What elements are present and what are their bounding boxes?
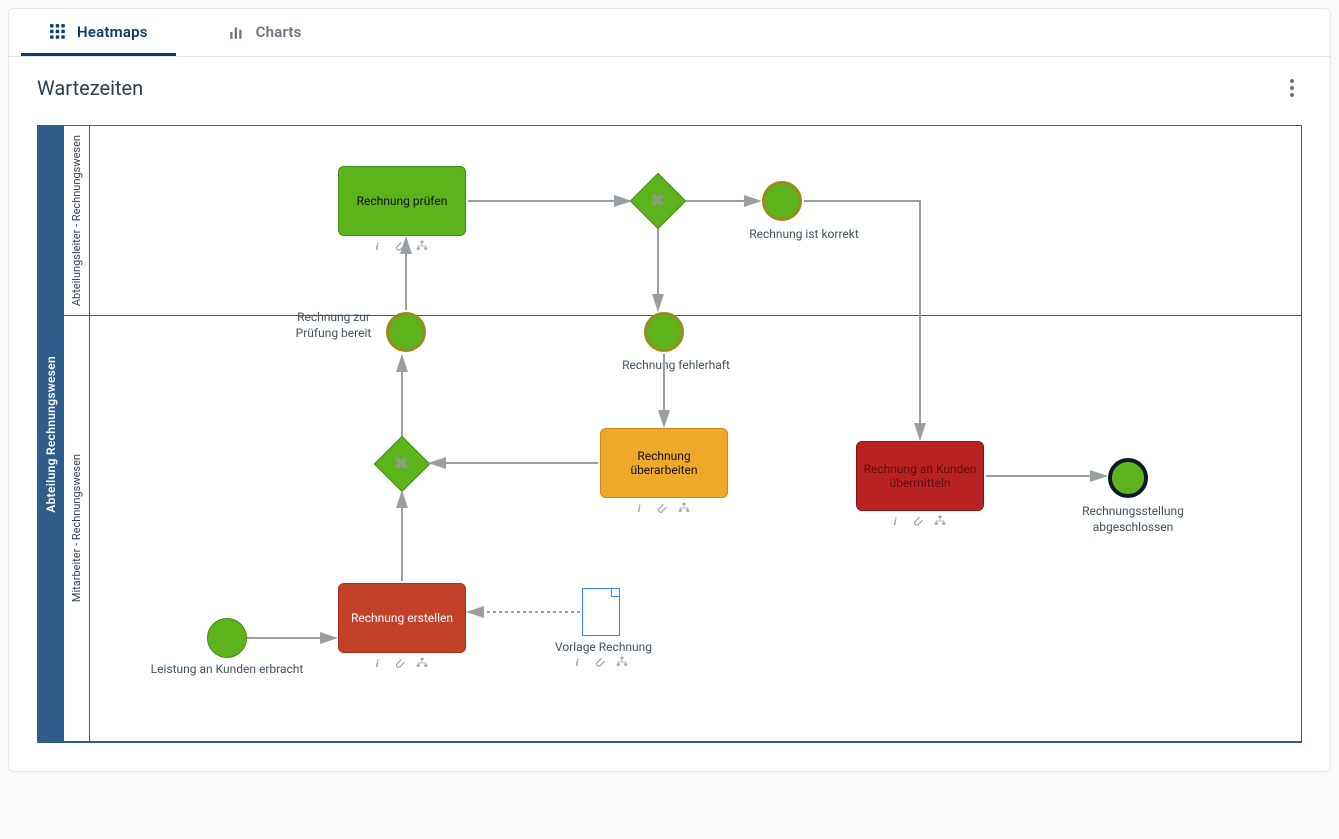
gateway-bottom[interactable]: ✖ xyxy=(374,436,431,493)
event-end-label: Rechnungsstellung abgeschlossen xyxy=(1073,504,1193,535)
svg-text:i: i xyxy=(894,515,897,527)
gateway-top[interactable]: ✖ xyxy=(630,173,687,230)
lane-bottom-label-text: Mitarbeiter - Rechnungswesen xyxy=(70,454,83,602)
info-icon: i xyxy=(372,240,384,252)
lanes: Abteilungsleiter - Rechnungswesen Rechnu… xyxy=(64,126,1301,742)
task-check-invoice[interactable]: Rechnung prüfen xyxy=(338,166,466,236)
info-icon: i xyxy=(634,502,646,514)
attachment-icon xyxy=(594,656,606,668)
header-row: Wartezeiten xyxy=(9,57,1330,105)
heatmap-icon xyxy=(49,23,67,41)
lane-bottom-body[interactable]: Leistung an Kunden erbracht Rechnung erst… xyxy=(90,316,1301,741)
artifact-invoice-template[interactable] xyxy=(582,588,620,636)
svg-text:i: i xyxy=(376,657,379,669)
info-icon: i xyxy=(572,656,584,668)
lane-bottom-label: Mitarbeiter - Rechnungswesen xyxy=(64,316,90,741)
task-send-invoice[interactable]: Rechnung an Kunden übermitteln xyxy=(856,441,984,511)
attachment-icon xyxy=(912,515,924,527)
event-ready-label: Rechnung zur Prüfung bereit xyxy=(286,310,381,341)
svg-text:i: i xyxy=(576,656,579,668)
task-send-invoice-icons: i xyxy=(890,515,946,527)
org-icon xyxy=(616,656,628,668)
task-create-invoice-icons: i xyxy=(372,657,428,669)
task-check-invoice-icons: i xyxy=(372,240,428,252)
info-icon: i xyxy=(372,657,384,669)
attachment-icon xyxy=(394,240,406,252)
lane-top: Abteilungsleiter - Rechnungswesen Rechnu… xyxy=(64,126,1301,316)
info-icon: i xyxy=(890,515,902,527)
event-invoice-correct[interactable] xyxy=(762,181,802,221)
chart-icon xyxy=(228,23,246,41)
more-menu-button[interactable] xyxy=(1282,75,1302,101)
org-icon xyxy=(678,502,690,514)
event-start[interactable] xyxy=(207,618,247,658)
event-faulty[interactable] xyxy=(644,312,684,352)
artifact-invoice-template-icons: i xyxy=(572,656,628,668)
svg-text:i: i xyxy=(638,502,641,514)
page-title: Wartezeiten xyxy=(37,76,143,100)
pool: Abteilung Rechnungswesen Abteilungsleite… xyxy=(37,125,1302,743)
tab-heatmaps-label: Heatmaps xyxy=(77,23,148,41)
task-rework-invoice[interactable]: Rechnung überarbeiten xyxy=(600,428,728,498)
pool-label: Abteilung Rechnungswesen xyxy=(38,126,64,742)
tab-charts-label: Charts xyxy=(256,23,302,41)
task-rework-invoice-icons: i xyxy=(634,502,690,514)
attachment-icon xyxy=(656,502,668,514)
lane-bottom: Mitarbeiter - Rechnungswesen Leistung an… xyxy=(64,316,1301,742)
org-icon xyxy=(416,657,428,669)
event-end[interactable] xyxy=(1108,458,1148,498)
artifact-invoice-template-label: Vorlage Rechnung xyxy=(546,640,661,656)
bpmn-diagram-container: Abteilung Rechnungswesen Abteilungsleite… xyxy=(9,105,1330,771)
org-icon xyxy=(934,515,946,527)
pool-label-text: Abteilung Rechnungswesen xyxy=(44,356,58,513)
event-invoice-correct-label: Rechnung ist korrekt xyxy=(734,227,874,243)
event-faulty-label: Rechnung fehlerhaft xyxy=(606,358,746,374)
lane-top-label: Abteilungsleiter - Rechnungswesen xyxy=(64,126,90,315)
event-start-label: Leistung an Kunden erbracht xyxy=(137,662,317,678)
event-ready[interactable] xyxy=(386,312,426,352)
svg-text:i: i xyxy=(376,240,379,252)
tabs-bar: Heatmaps Charts xyxy=(9,9,1330,57)
lane-top-body[interactable]: Rechnung prüfen i ✖ Rechnung ist korrekt xyxy=(90,126,1301,315)
svg-top xyxy=(90,126,1301,315)
lane-top-label-text: Abteilungsleiter - Rechnungswesen xyxy=(70,135,83,306)
tab-charts[interactable]: Charts xyxy=(200,9,330,56)
attachment-icon xyxy=(394,657,406,669)
org-icon xyxy=(416,240,428,252)
tab-heatmaps[interactable]: Heatmaps xyxy=(21,9,176,56)
analytics-card: Heatmaps Charts Wartezeiten Abteilung Re… xyxy=(8,8,1331,772)
task-create-invoice[interactable]: Rechnung erstellen xyxy=(338,583,466,653)
